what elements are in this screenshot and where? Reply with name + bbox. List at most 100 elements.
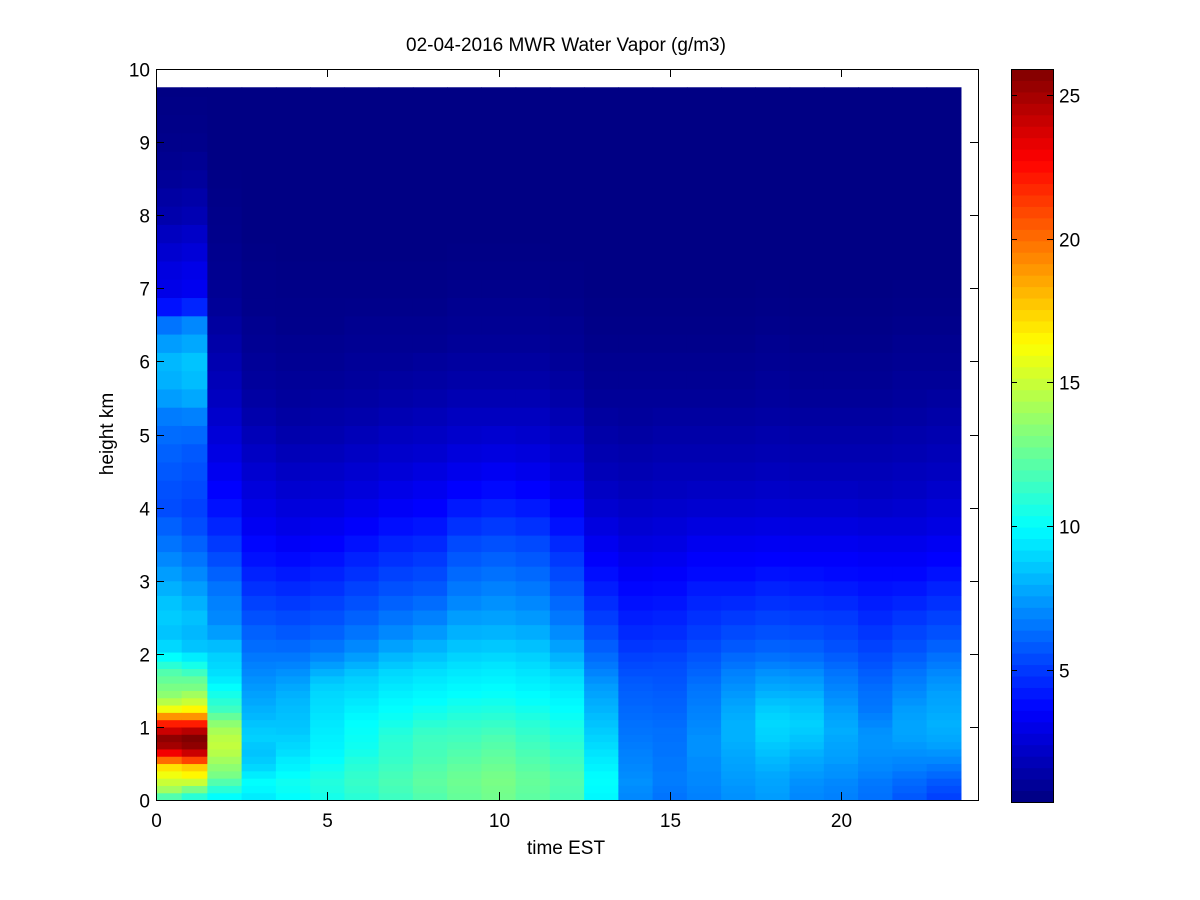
- heatmap-cell: [652, 388, 688, 408]
- heatmap-cell: [412, 132, 448, 152]
- heatmap-cell: [721, 242, 756, 262]
- heatmap-cell: [378, 333, 414, 353]
- heatmap-cell: [275, 242, 311, 262]
- heatmap-cell: [652, 785, 688, 794]
- heatmap-cell: [618, 704, 654, 713]
- heatmap-cell: [618, 551, 654, 567]
- heatmap-cell: [378, 114, 414, 134]
- heatmap-cell: [207, 370, 243, 390]
- heatmap-cell: [412, 639, 448, 653]
- heatmap-cell: [241, 551, 277, 567]
- heatmap-cell: [926, 712, 962, 721]
- heatmap-cell: [652, 480, 688, 500]
- heatmap-cell: [652, 187, 688, 207]
- heatmap-cell: [584, 297, 619, 317]
- heatmap-cell: [275, 297, 311, 317]
- heatmap-cell: [755, 785, 791, 794]
- heatmap-cell: [926, 535, 962, 553]
- heatmap-cell: [181, 516, 208, 536]
- colorbar-step: [1011, 103, 1053, 116]
- heatmap-cell: [584, 551, 619, 567]
- heatmap-cell: [823, 407, 859, 426]
- heatmap-cell: [378, 639, 414, 653]
- heatmap-cell: [156, 151, 183, 171]
- heatmap-cell: [447, 566, 482, 582]
- heatmap-cell: [310, 480, 345, 500]
- heatmap-cell: [721, 697, 756, 706]
- heatmap-cell: [181, 734, 208, 743]
- heatmap-cell: [652, 595, 688, 611]
- heatmap-cell: [858, 279, 893, 299]
- heatmap-cell: [515, 785, 551, 794]
- heatmap-cell: [156, 370, 183, 390]
- heatmap-cell: [378, 425, 414, 445]
- heatmap-cell: [515, 187, 551, 207]
- heatmap-cell: [412, 712, 448, 721]
- heatmap-cell: [892, 96, 928, 116]
- colorbar-step: [1011, 744, 1053, 757]
- colorbar-step: [1011, 527, 1053, 540]
- heatmap-cell: [515, 726, 551, 735]
- colorbar-step: [1011, 572, 1053, 585]
- heatmap-cell: [241, 315, 277, 335]
- heatmap-cell: [926, 87, 962, 98]
- heatmap-cell: [241, 683, 277, 691]
- heatmap-cell: [584, 741, 619, 750]
- colorbar-step: [1011, 538, 1053, 551]
- colorbar-step: [1011, 91, 1053, 104]
- heatmap-cell: [823, 114, 859, 134]
- heatmap-cell: [549, 551, 585, 567]
- heatmap-cell: [584, 114, 619, 134]
- heatmap-cell: [926, 778, 962, 786]
- heatmap-cell: [481, 498, 517, 518]
- heatmap-cell: [858, 535, 893, 553]
- heatmap-cell: [926, 443, 962, 463]
- heatmap-cell: [275, 132, 311, 152]
- heatmap-cell: [926, 224, 962, 244]
- heatmap-cell: [584, 639, 619, 653]
- heatmap-cell: [310, 595, 345, 611]
- heatmap-cell: [892, 352, 928, 372]
- heatmap-cell: [721, 461, 756, 481]
- heatmap-cell: [892, 242, 928, 262]
- heatmap-cell: [481, 704, 517, 713]
- heatmap-cell: [378, 260, 414, 280]
- heatmap-cell: [823, 748, 859, 757]
- heatmap-cell: [858, 712, 893, 721]
- colorbar-step: [1011, 515, 1053, 528]
- colorbar-step: [1011, 698, 1053, 711]
- colorbar-step: [1011, 160, 1053, 173]
- heatmap-cell: [686, 260, 722, 280]
- heatmap-cell: [241, 352, 277, 372]
- heatmap-cell: [447, 661, 482, 670]
- heatmap-cell: [156, 624, 183, 640]
- y-tick-label: 0: [139, 792, 150, 813]
- heatmap-cell: [926, 595, 962, 611]
- heatmap-cell: [181, 206, 208, 225]
- heatmap-cell: [721, 748, 756, 757]
- heatmap-cell: [618, 651, 654, 662]
- heatmap-cell: [156, 169, 183, 189]
- heatmap-cell: [207, 516, 243, 536]
- heatmap-cell: [275, 719, 311, 728]
- heatmap-cell: [549, 697, 585, 706]
- heatmap-cell: [344, 461, 380, 481]
- heatmap-cell: [892, 151, 928, 171]
- heatmap-cell: [156, 756, 183, 765]
- heatmap-cell: [207, 498, 243, 518]
- colorbar-step: [1011, 80, 1053, 93]
- heatmap-cell: [447, 785, 482, 794]
- heatmap-cell: [241, 242, 277, 262]
- heatmap-cell: [858, 114, 893, 134]
- heatmap-cell: [241, 388, 277, 408]
- heatmap-cell: [412, 734, 448, 743]
- heatmap-cell: [686, 741, 722, 750]
- heatmap-cell: [310, 697, 345, 706]
- colorbar-step: [1011, 595, 1053, 608]
- heatmap-cell: [241, 566, 277, 582]
- heatmap-cell: [275, 741, 311, 750]
- heatmap-cell: [549, 770, 585, 779]
- heatmap-cell: [549, 595, 585, 611]
- heatmap-cell: [652, 609, 688, 626]
- heatmap-cell: [618, 169, 654, 189]
